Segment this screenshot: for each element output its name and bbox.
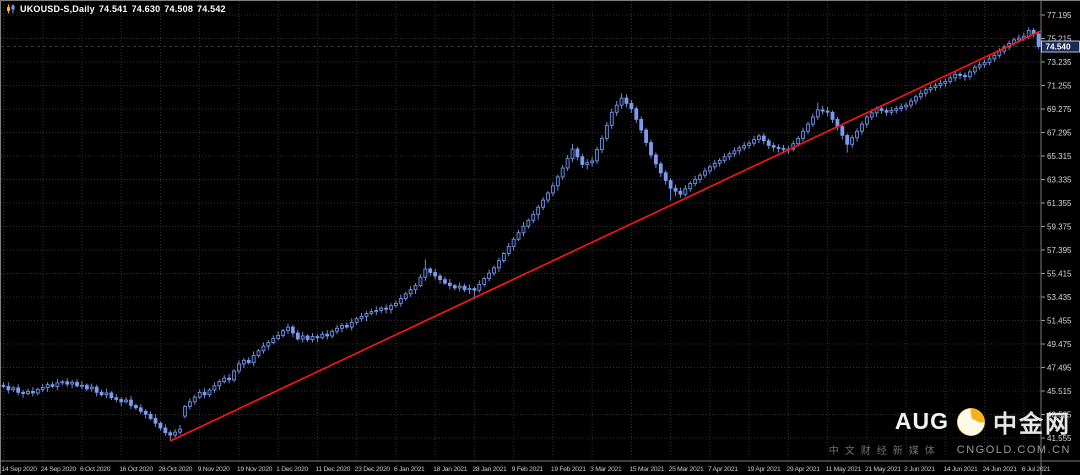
svg-text:29 Apr 2021: 29 Apr 2021 [786,466,820,473]
plot-area[interactable] [1,1,1053,461]
svg-text:25 Mar 2021: 25 Mar 2021 [669,466,704,473]
svg-text:23 Dec 2020: 23 Dec 2020 [355,466,391,473]
svg-text:45.515: 45.515 [1047,387,1072,396]
svg-text:14 Sep 2020: 14 Sep 2020 [1,466,37,473]
svg-text:24 Sep 2020: 24 Sep 2020 [41,466,77,473]
quote-open: 74.541 [98,4,128,14]
svg-text:28 Jan 2021: 28 Jan 2021 [472,466,507,473]
svg-text:6 Jan 2021: 6 Jan 2021 [394,466,425,473]
svg-text:59.375: 59.375 [1047,223,1072,232]
watermark-domain: CNGOLD.COM.CN [956,443,1071,456]
quote-low: 74.508 [164,4,194,14]
svg-text:9 Nov 2020: 9 Nov 2020 [198,466,230,473]
svg-text:11 Dec 2020: 11 Dec 2020 [315,466,350,473]
svg-text:65.315: 65.315 [1047,152,1072,161]
svg-text:14 Jun 2021: 14 Jun 2021 [943,466,978,473]
symbol-timeframe-label: UKOUSD-S,Daily [20,4,95,14]
svg-text:11 May 2021: 11 May 2021 [826,466,862,473]
trendline[interactable] [169,25,1053,442]
candles [1,27,1041,441]
svg-text:55.415: 55.415 [1047,270,1072,279]
time-scale[interactable] [1,459,1039,473]
quote-high: 74.630 [131,4,161,14]
svg-text:28 Oct 2020: 28 Oct 2020 [158,466,192,473]
svg-text:24 Jun 2021: 24 Jun 2021 [983,466,1018,473]
svg-text:69.275: 69.275 [1047,105,1072,114]
svg-text:49.475: 49.475 [1047,340,1072,349]
svg-text:53.435: 53.435 [1047,293,1072,302]
svg-text:71.255: 71.255 [1047,82,1072,91]
svg-text:21 May 2021: 21 May 2021 [865,466,902,473]
svg-text:77.195: 77.195 [1047,11,1072,20]
svg-text:63.335: 63.335 [1047,176,1072,185]
watermark: AUG 中金网 中文财经新媒体 CNGOLD.COM.CN [829,404,1071,457]
svg-text:47.495: 47.495 [1047,364,1072,373]
chart-icon [7,4,15,14]
svg-text:51.455: 51.455 [1047,317,1072,326]
svg-text:61.355: 61.355 [1047,199,1072,208]
svg-text:43.535: 43.535 [1047,411,1072,420]
svg-text:73.235: 73.235 [1047,58,1072,67]
svg-text:57.395: 57.395 [1047,246,1072,255]
svg-text:67.295: 67.295 [1047,129,1072,138]
svg-text:16 Oct 2020: 16 Oct 2020 [119,466,153,473]
svg-text:41.555: 41.555 [1047,434,1072,443]
cngold-logo-icon [957,407,985,436]
svg-text:7 Apr 2021: 7 Apr 2021 [708,466,738,473]
svg-text:74.540: 74.540 [1046,43,1071,52]
chart-title: UKOUSD-S,Daily 74.541 74.630 74.508 74.5… [6,4,226,14]
svg-text:9 Feb 2021: 9 Feb 2021 [512,466,544,473]
quote-close: 74.542 [197,4,226,14]
svg-text:6 Oct 2020: 6 Oct 2020 [80,466,111,473]
svg-text:19 Nov 2020: 19 Nov 2020 [237,466,273,473]
svg-text:18 Jan 2021: 18 Jan 2021 [433,466,468,473]
svg-text:6 Jul 2021: 6 Jul 2021 [1022,466,1051,473]
svg-text:19 Apr 2021: 19 Apr 2021 [747,466,781,473]
watermark-tagline: 中文财经新媒体 [828,446,941,457]
svg-text:1 Dec 2020: 1 Dec 2020 [276,466,308,473]
watermark-brand-prefix: AUG [894,408,949,434]
watermark-brand-name: 中金网 [993,411,1071,438]
svg-text:19 Feb 2021: 19 Feb 2021 [551,466,586,473]
svg-text:75.215: 75.215 [1047,35,1072,44]
price-scale[interactable] [1039,1,1079,459]
svg-text:15 Mar 2021: 15 Mar 2021 [629,466,664,473]
svg-text:3 Mar 2021: 3 Mar 2021 [590,466,622,473]
svg-text:2 Jun 2021: 2 Jun 2021 [904,466,935,473]
